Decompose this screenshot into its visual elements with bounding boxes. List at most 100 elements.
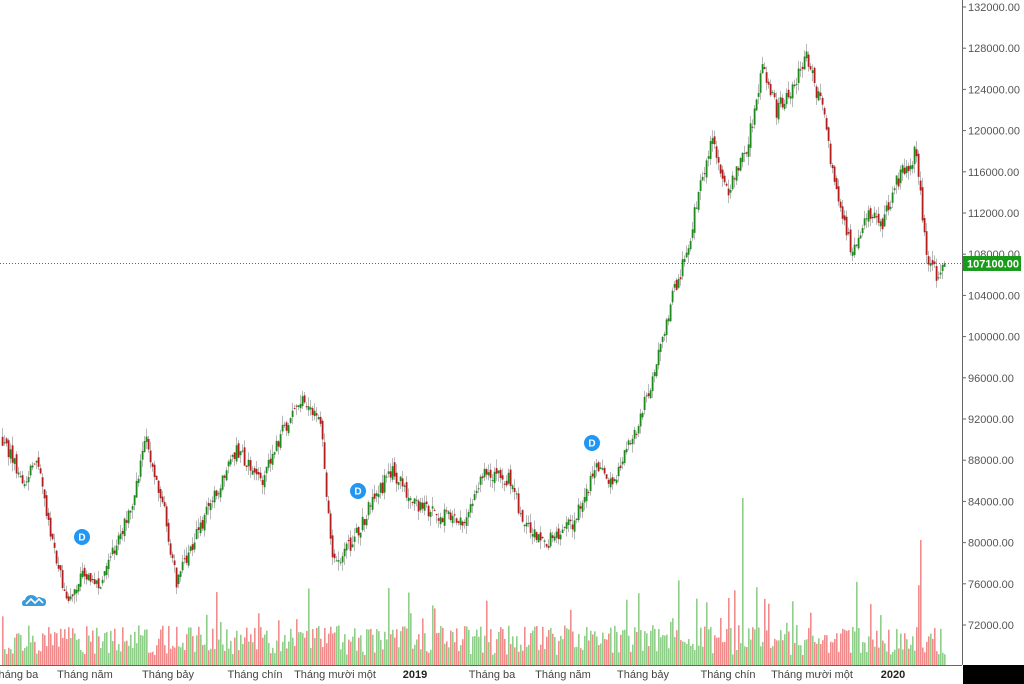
candle-body bbox=[91, 579, 94, 581]
candle-body bbox=[713, 136, 716, 145]
candle-body bbox=[641, 412, 644, 418]
volume-bar bbox=[884, 643, 886, 665]
volume-bar bbox=[54, 632, 56, 665]
candle-body bbox=[71, 594, 74, 597]
candle-body bbox=[809, 66, 812, 70]
dividend-marker[interactable]: D bbox=[350, 483, 366, 499]
y-tick-label: 124000.00 bbox=[968, 84, 1020, 96]
candle-body bbox=[853, 244, 856, 256]
y-tick-label: 76000.00 bbox=[968, 579, 1014, 591]
volume-bar bbox=[282, 641, 284, 665]
volume-bar bbox=[868, 636, 870, 665]
volume-bar bbox=[176, 626, 178, 665]
candle-body bbox=[419, 502, 422, 511]
candle-body bbox=[811, 70, 814, 74]
volume-bar bbox=[792, 601, 794, 665]
candle-body bbox=[185, 555, 188, 563]
volume-bar bbox=[838, 651, 840, 665]
volume-bar bbox=[878, 647, 880, 665]
volume-bar bbox=[930, 633, 932, 665]
candle-body bbox=[741, 152, 744, 163]
volume-bar bbox=[742, 498, 744, 665]
candle-body bbox=[935, 266, 938, 281]
volume-bar bbox=[944, 654, 946, 665]
candle-body bbox=[551, 535, 554, 539]
candle-body bbox=[339, 562, 342, 564]
volume-bar bbox=[790, 654, 792, 665]
candle-body bbox=[389, 471, 392, 478]
candle-body bbox=[371, 496, 374, 510]
candle-body bbox=[467, 512, 470, 518]
volume-bar bbox=[58, 646, 60, 665]
volume-bar bbox=[204, 644, 206, 665]
candle-body bbox=[771, 91, 774, 93]
candle-body bbox=[463, 521, 466, 524]
candle-body bbox=[289, 418, 292, 423]
volume-bar bbox=[562, 639, 564, 665]
volume-bar bbox=[592, 634, 594, 665]
candle-body bbox=[155, 475, 158, 480]
volume-bar bbox=[384, 631, 386, 665]
candle-body bbox=[51, 533, 54, 540]
y-tick-label: 104000.00 bbox=[968, 290, 1020, 302]
candle-body bbox=[307, 406, 310, 411]
volume-bar bbox=[600, 643, 602, 665]
volume-bar bbox=[642, 650, 644, 665]
volume-bar bbox=[104, 633, 106, 665]
dividend-marker[interactable]: D bbox=[584, 435, 600, 451]
candle-body bbox=[115, 545, 118, 556]
candle-body bbox=[453, 514, 456, 516]
candle-body bbox=[335, 560, 338, 562]
volume-bar bbox=[280, 651, 282, 665]
volume-bar bbox=[672, 618, 674, 665]
candle-body bbox=[169, 543, 172, 555]
volume-bar bbox=[498, 631, 500, 665]
volume-bar bbox=[88, 635, 90, 665]
volume-bar bbox=[222, 644, 224, 665]
volume-bar bbox=[434, 608, 436, 665]
volume-bar bbox=[634, 627, 636, 665]
candle-body bbox=[821, 97, 824, 105]
volume-bar bbox=[786, 622, 788, 665]
dividend-marker-circle bbox=[350, 483, 366, 499]
volume-bar bbox=[588, 640, 590, 665]
volume-bar bbox=[898, 648, 900, 665]
volume-bar bbox=[530, 633, 532, 665]
candle-body bbox=[695, 207, 698, 209]
candle-body bbox=[663, 334, 666, 336]
candle-body bbox=[611, 477, 614, 485]
candle-body bbox=[889, 206, 892, 209]
volume-bar bbox=[298, 632, 300, 665]
candle-body bbox=[879, 221, 882, 227]
candle-body bbox=[911, 164, 914, 169]
volume-bar bbox=[674, 637, 676, 665]
dividend-marker[interactable]: D bbox=[74, 529, 90, 545]
candle-body bbox=[411, 501, 414, 503]
candle-body bbox=[595, 463, 598, 468]
volume-bar bbox=[574, 647, 576, 665]
candle-body bbox=[601, 468, 604, 470]
volume-bar bbox=[80, 649, 82, 665]
candle-body bbox=[79, 573, 82, 587]
volume-bar bbox=[686, 643, 688, 665]
candle-body bbox=[139, 460, 142, 477]
candle-body bbox=[897, 178, 900, 187]
volume-bar bbox=[340, 649, 342, 665]
y-tick-label: 120000.00 bbox=[968, 126, 1020, 138]
volume-bar bbox=[232, 653, 234, 665]
tradingview-logo-icon[interactable] bbox=[22, 595, 46, 606]
candle-body bbox=[317, 417, 320, 420]
candle-body bbox=[867, 210, 870, 222]
volume-bar bbox=[908, 648, 910, 665]
candle-body bbox=[287, 425, 290, 434]
volume-bar bbox=[184, 650, 186, 665]
volume-bar bbox=[596, 636, 598, 665]
candle-body bbox=[391, 466, 394, 480]
x-tick-label: Tháng năm bbox=[535, 669, 591, 681]
volume-bar bbox=[736, 650, 738, 665]
candle-body bbox=[41, 477, 44, 487]
candle-body bbox=[183, 558, 186, 560]
candle-body bbox=[413, 498, 416, 504]
candle-body bbox=[451, 515, 454, 524]
